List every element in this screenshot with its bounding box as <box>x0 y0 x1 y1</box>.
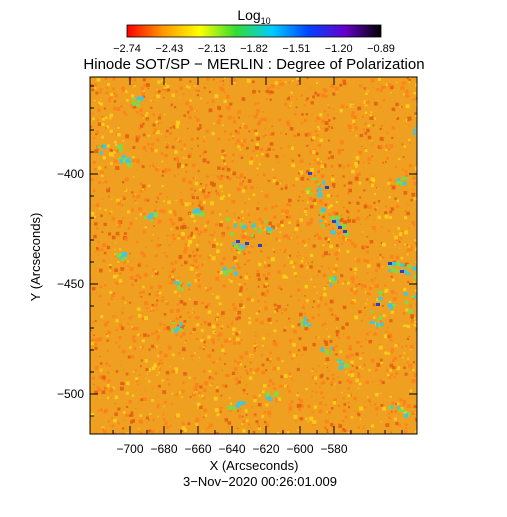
colorbar-tick-label: −2.43 <box>155 43 183 55</box>
colorbar-tick-label: −1.82 <box>240 43 268 55</box>
colorbar-tick-label: −1.51 <box>282 43 310 55</box>
colorbar-ticks: −2.74 −2.43 −2.13 −1.82 −1.51 −1.20 −0.89 <box>113 43 395 55</box>
x-tick-label: −660 <box>184 442 211 456</box>
x-tick-label: −640 <box>218 442 245 456</box>
polarization-map <box>90 77 417 434</box>
x-axis-label: X (Arcseconds) <box>210 458 299 473</box>
map-features <box>97 96 417 418</box>
x-tick-label: −700 <box>116 442 143 456</box>
colorbar-label: Log10 <box>237 7 270 26</box>
timestamp: 3−Nov−2020 00:26:01.009 <box>183 474 337 489</box>
y-tick-label: −450 <box>57 277 84 291</box>
plot-title: Hinode SOT/SP − MERLIN : Degree of Polar… <box>83 56 424 73</box>
colorbar-tick-label: −0.89 <box>367 43 395 55</box>
y-tick-label: −400 <box>57 167 84 181</box>
map-speckles <box>90 77 417 434</box>
y-axis-ticks: −400 −450 −500 <box>57 85 417 417</box>
colorbar <box>126 24 382 38</box>
colorbar-tick-label: −1.20 <box>325 43 353 55</box>
colorbar-tick-label: −2.74 <box>113 43 141 55</box>
plot-frame <box>89 76 418 435</box>
x-tick-label: −580 <box>320 442 347 456</box>
y-tick-label: −500 <box>57 387 84 401</box>
x-axis-ticks: −700 −680 −660 −640 −620 −600 −580 <box>112 77 403 456</box>
x-tick-label: −680 <box>150 442 177 456</box>
y-axis-label: Y (Arcseconds) <box>28 213 43 302</box>
x-tick-label: −620 <box>252 442 279 456</box>
x-tick-label: −600 <box>286 442 313 456</box>
colorbar-tick-label: −2.13 <box>198 43 226 55</box>
